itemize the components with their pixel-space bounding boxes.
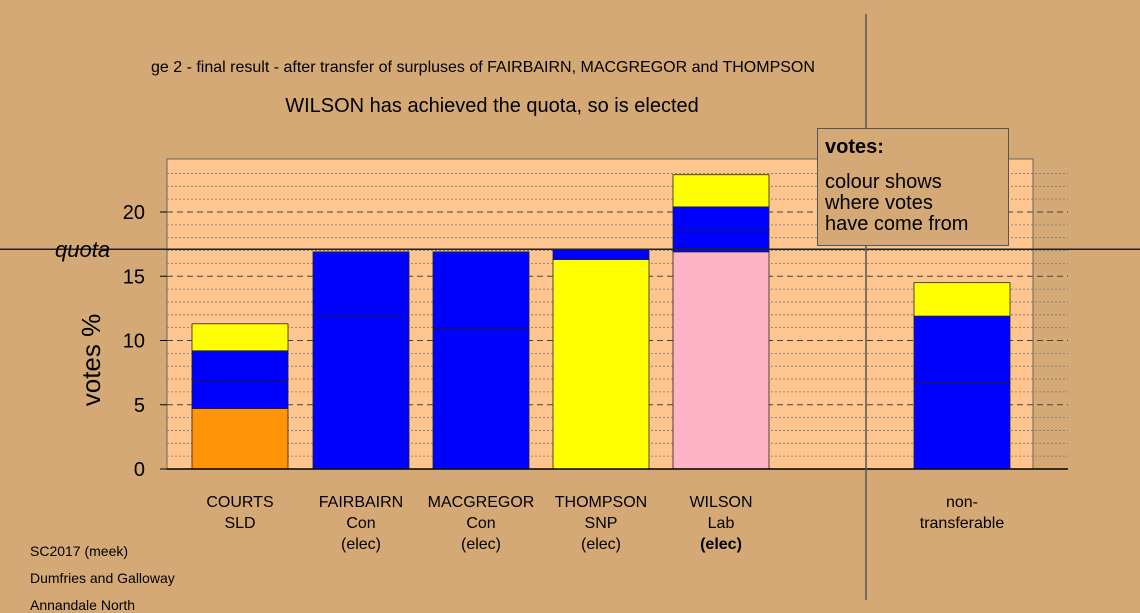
legend-line: where votes	[825, 192, 933, 214]
footer-line: SC2017 (meek)	[30, 543, 129, 559]
bar-segment	[913, 282, 1011, 317]
bar-segment	[191, 381, 289, 410]
candidate-name: FAIRBAIRN	[319, 494, 403, 511]
legend-line: colour shows	[825, 171, 942, 193]
bar-segment	[913, 382, 1011, 470]
y-tick-label: 0	[134, 459, 145, 481]
candidate-status: (elec)	[700, 536, 742, 553]
bar-segment	[191, 323, 289, 352]
candidate-party: Con	[466, 515, 495, 532]
chart-subtitle: WILSON has achieved the quota, so is ele…	[285, 95, 699, 117]
candidate-name: MACGREGOR	[428, 494, 535, 511]
legend: votes: colour shows where votes have com…	[817, 128, 1009, 246]
bar-segment	[672, 174, 770, 208]
candidate-party: Con	[346, 515, 375, 532]
y-tick-label: 20	[123, 202, 145, 224]
bar-segment	[432, 328, 530, 470]
candidate-party: transferable	[920, 515, 1005, 532]
bar-segment	[312, 251, 410, 317]
candidate-name: non-	[946, 494, 978, 511]
y-axis-label: votes %	[76, 314, 106, 407]
candidate-party: SLD	[224, 515, 255, 532]
candidate-status: (elec)	[461, 536, 501, 553]
footer-line: Dumfries and Galloway	[30, 570, 175, 586]
bar-segment	[552, 259, 650, 470]
bar-segment	[191, 350, 289, 383]
y-tick-label: 10	[123, 331, 145, 353]
candidate-name: THOMPSON	[555, 494, 647, 511]
chart-title: ge 2 - final result - after transfer of …	[151, 59, 815, 76]
candidate-status: (elec)	[341, 536, 381, 553]
chart: 0 5 10 15 20 COURTS SLD FAIRBAIRN Con (elec) MACG…	[0, 14, 1140, 600]
bar-segment	[191, 408, 289, 470]
candidate-name: COURTS	[206, 494, 273, 511]
y-tick-label: 5	[134, 395, 145, 417]
quota-label: quota	[55, 237, 110, 262]
footer-line: Annandale North	[30, 597, 136, 613]
candidate-name: WILSON	[689, 494, 752, 511]
bar-segment	[552, 248, 650, 260]
bar-segment	[432, 251, 530, 330]
candidate-status: (elec)	[581, 536, 621, 553]
bar-segment	[672, 206, 770, 231]
candidate-party: SNP	[585, 515, 618, 532]
candidate-party: Lab	[708, 515, 735, 532]
bar-segment	[913, 315, 1011, 384]
y-tick-label: 15	[123, 266, 145, 288]
legend-title: votes:	[825, 136, 884, 158]
bar-segment	[312, 315, 410, 470]
legend-line: have come from	[825, 213, 969, 235]
bar-segment	[672, 251, 770, 470]
